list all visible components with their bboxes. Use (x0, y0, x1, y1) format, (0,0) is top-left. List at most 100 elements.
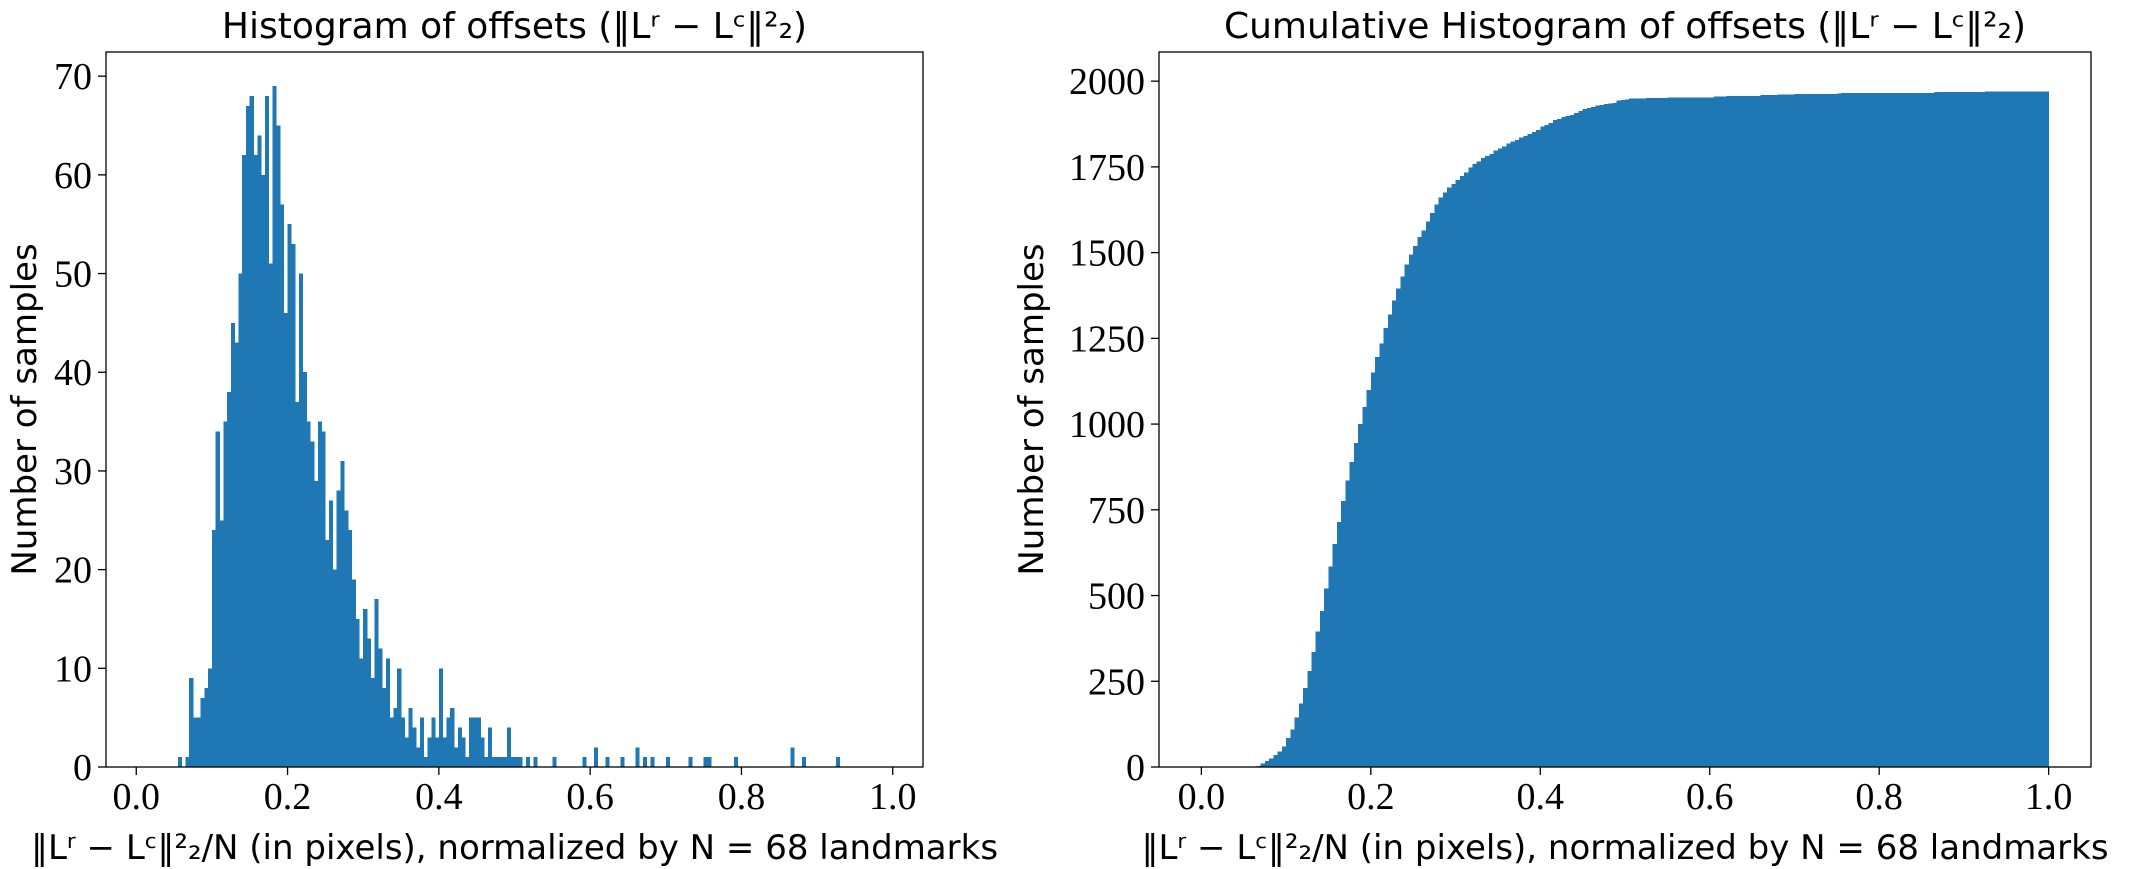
y-axis-label: Number of samples (5, 243, 45, 575)
bar (1845, 93, 1850, 768)
bar (643, 757, 648, 767)
bar (605, 757, 610, 767)
bar (503, 757, 508, 767)
y-tick-label: 1250 (1069, 318, 1145, 360)
bar (1955, 91, 1960, 768)
bar (1434, 204, 1439, 767)
y-axis-label: Number of samples (1012, 243, 1052, 575)
bar (1430, 213, 1435, 768)
bar (1383, 328, 1389, 767)
bar (1646, 97, 1651, 768)
bar (2018, 91, 2024, 767)
bar (733, 757, 738, 767)
bar (2023, 91, 2028, 767)
bar (257, 135, 262, 768)
bar (484, 757, 489, 767)
bar (514, 757, 519, 767)
bar (1603, 104, 1609, 768)
bar (1269, 758, 1274, 767)
bar (416, 747, 421, 767)
bar (469, 717, 474, 767)
bar (431, 717, 436, 767)
bar (1387, 314, 1393, 767)
bar (200, 697, 205, 767)
bar (1480, 157, 1486, 767)
bar (2040, 91, 2045, 767)
bar (1870, 92, 1876, 767)
bar (1874, 92, 1880, 767)
y-tick-label: 1000 (1069, 404, 1145, 446)
y-tick-label: 500 (1088, 576, 1145, 618)
bar (1993, 91, 1999, 767)
y-tick-label: 750 (1088, 490, 1145, 532)
bar (189, 678, 194, 767)
bar (1684, 97, 1689, 767)
bar (1959, 91, 1965, 768)
bar (1913, 92, 1918, 767)
bar (1908, 92, 1914, 767)
bar (283, 313, 288, 767)
bar (1425, 221, 1431, 768)
bar (1298, 703, 1304, 767)
bar (801, 757, 807, 767)
bar (1917, 92, 1922, 767)
x-tick-label: 0.6 (566, 776, 614, 818)
bar (1544, 125, 1550, 768)
bar (1527, 133, 1533, 767)
bar (1667, 97, 1672, 767)
bar (650, 757, 655, 767)
bar (355, 618, 360, 767)
bar (1934, 92, 1939, 767)
bar (703, 757, 708, 767)
bar (238, 273, 243, 767)
y-tick-label: 30 (54, 451, 92, 493)
bar (1815, 94, 1821, 767)
bar (1722, 96, 1727, 768)
bar (397, 668, 402, 767)
bar (1510, 141, 1516, 767)
bar (1324, 588, 1329, 767)
bar (1400, 276, 1406, 767)
bar (1493, 150, 1499, 767)
axes-frame (105, 51, 924, 768)
bar (1468, 167, 1473, 768)
bar (1349, 461, 1355, 767)
bar (1705, 97, 1711, 768)
bar (472, 717, 477, 767)
bar (1519, 137, 1524, 767)
bar (1637, 98, 1643, 767)
y-tick-label: 10 (54, 648, 92, 690)
bar (242, 155, 247, 767)
y-tick-label: 1500 (1069, 233, 1145, 275)
bar (2006, 91, 2011, 767)
bar (1781, 94, 1787, 768)
bar (1345, 480, 1350, 767)
bar (2010, 91, 2016, 767)
bar (491, 757, 496, 767)
bar (1464, 172, 1469, 767)
bar (314, 480, 319, 767)
bar (1531, 131, 1537, 767)
axes-frame (1158, 51, 2092, 768)
bar (287, 224, 292, 768)
bar (291, 243, 296, 768)
bar (234, 342, 239, 767)
bar (211, 530, 216, 767)
bar (366, 638, 372, 767)
bar (370, 678, 375, 767)
bar (321, 431, 326, 767)
x-axis-label: ‖Lʳ − Lᶜ‖²₂/N (in pixels), normalized by… (31, 828, 998, 868)
bar (1832, 93, 1838, 768)
bar (1836, 93, 1842, 767)
bar (1900, 92, 1905, 767)
bar (332, 569, 338, 767)
bar (1315, 631, 1321, 767)
bar (295, 401, 300, 767)
bar (245, 105, 251, 767)
bar (480, 737, 485, 767)
bar (1328, 566, 1333, 767)
bar (1972, 91, 1977, 768)
bar (635, 747, 640, 767)
bar (227, 391, 232, 767)
bar (1904, 92, 1910, 767)
